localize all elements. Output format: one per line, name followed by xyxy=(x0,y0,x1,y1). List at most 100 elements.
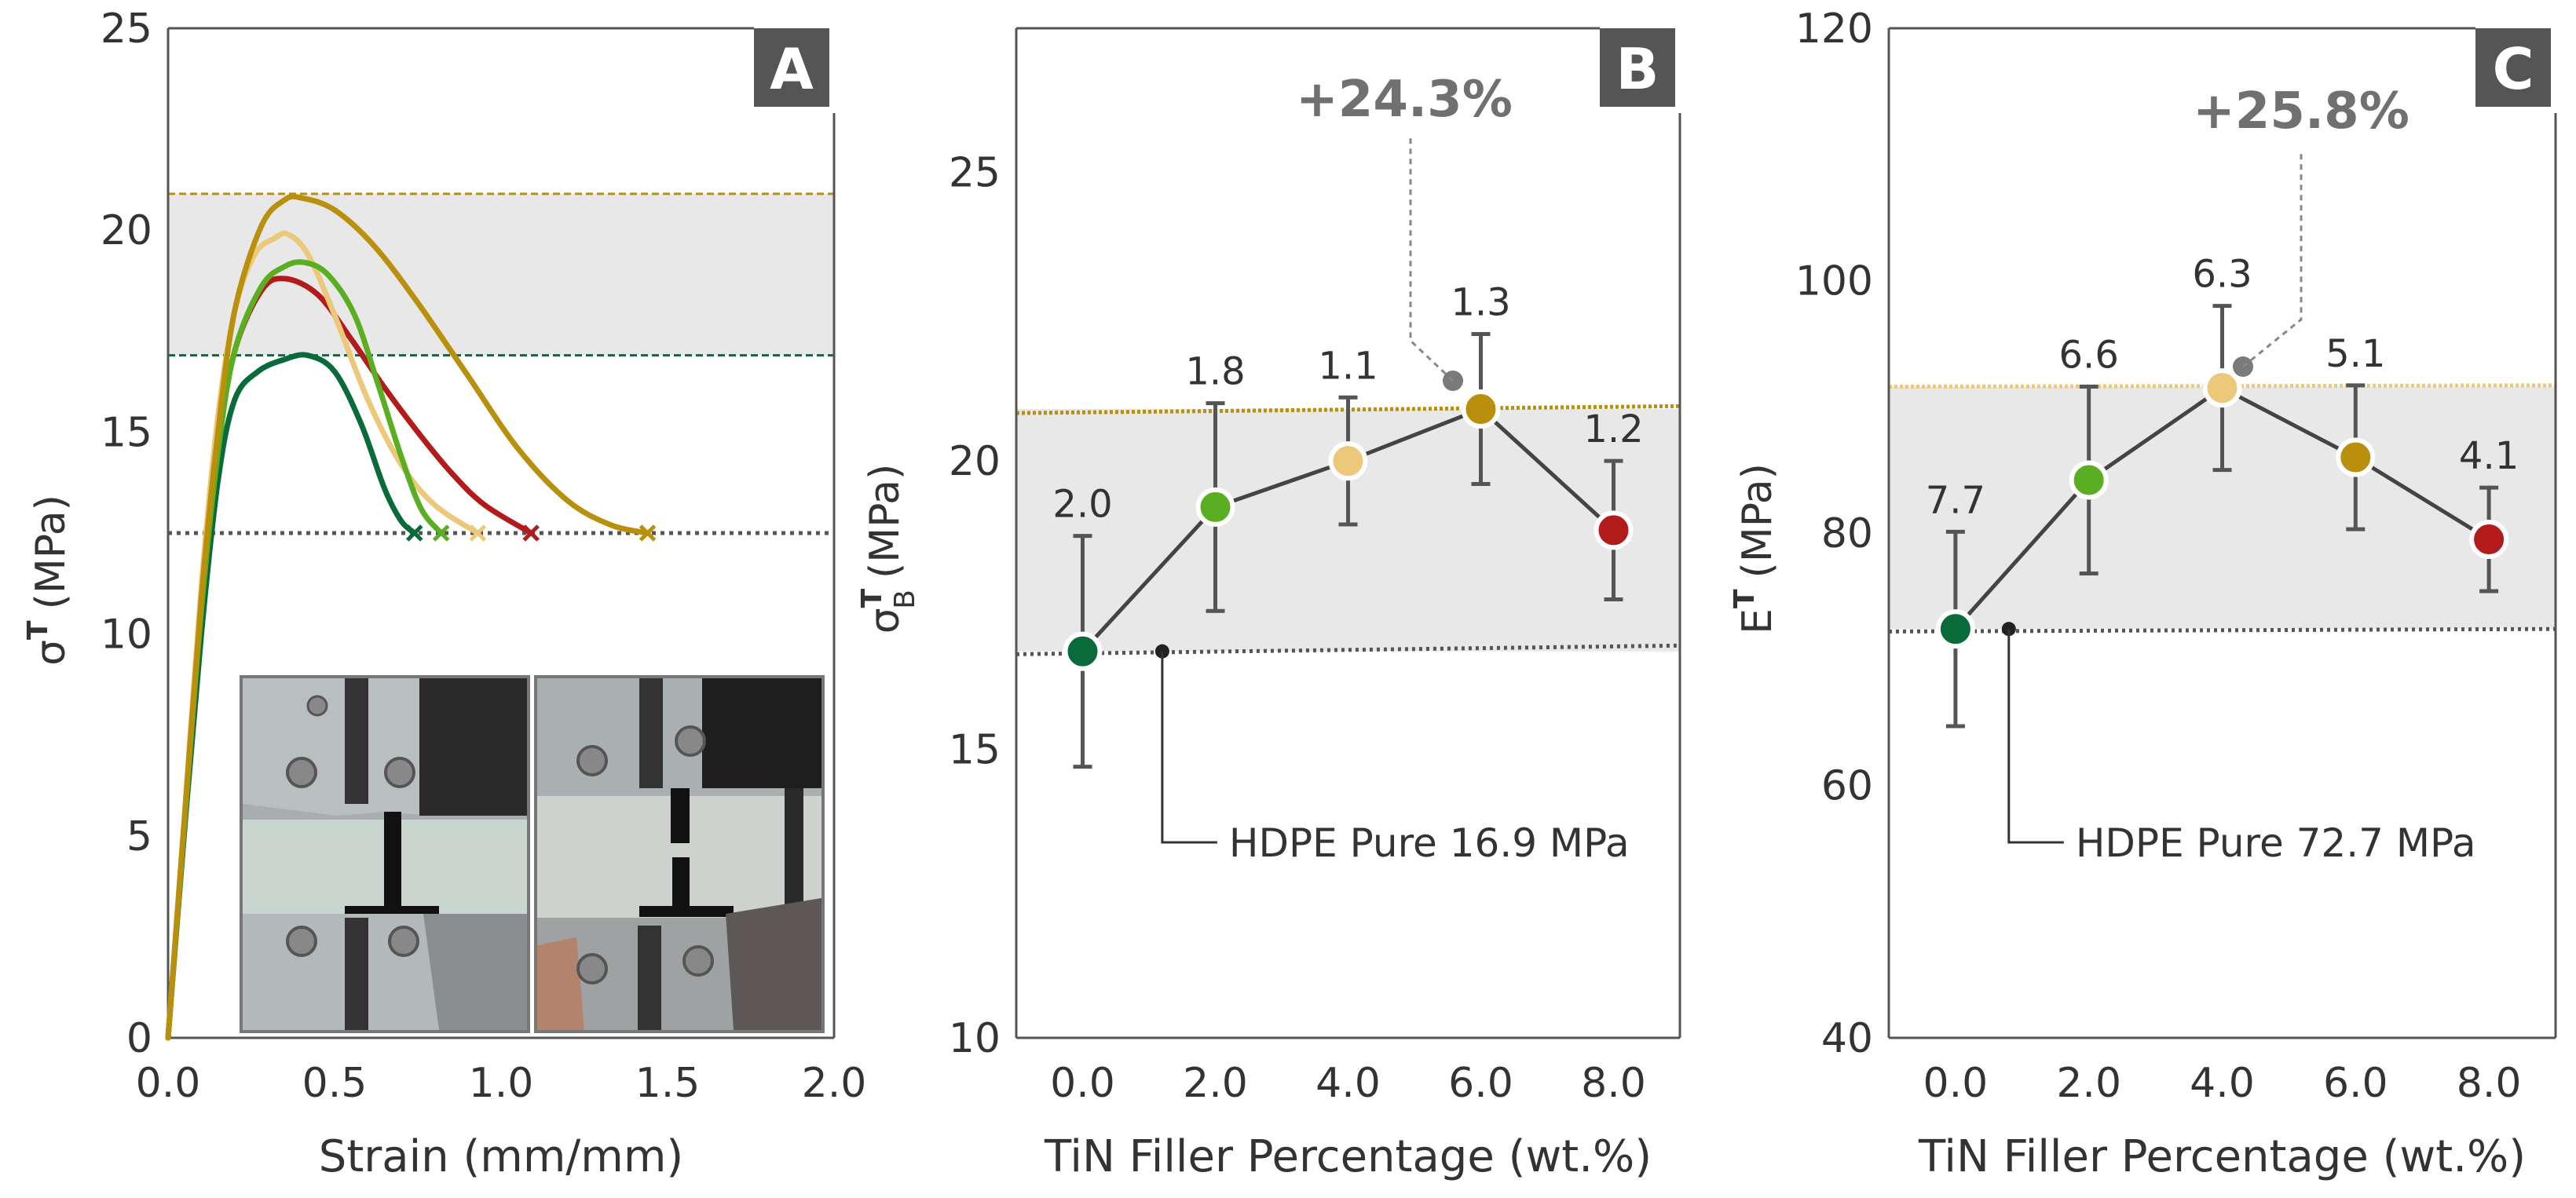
specimen-photo-before xyxy=(240,675,530,1033)
y-label-symbol: σ xyxy=(27,640,75,666)
break-point-marker xyxy=(432,524,450,542)
badge-box xyxy=(754,28,829,107)
y-tick-label: 120 xyxy=(1795,5,1873,53)
y-label-sub: B xyxy=(889,590,921,609)
x-tick-label: 1.5 xyxy=(635,1060,701,1107)
y-label-symbol: σ xyxy=(862,608,909,634)
error-value-label: 1.1 xyxy=(1318,344,1378,388)
y-tick-label: 25 xyxy=(101,5,152,53)
y-label-unit: (MPa) xyxy=(27,495,75,609)
y-label-unit: (MPa) xyxy=(862,464,909,579)
y-tick-label: 20 xyxy=(949,438,1001,485)
y-tick-label: 40 xyxy=(1821,1015,1873,1062)
data-point xyxy=(1594,510,1634,550)
x-tick-label: 2.0 xyxy=(2056,1060,2121,1107)
badge-box xyxy=(1600,28,1675,107)
y-label-sup: T xyxy=(22,620,54,640)
error-value-label: 6.3 xyxy=(2192,253,2252,297)
error-value-label: 1.2 xyxy=(1583,407,1643,451)
x-tick-label: 0.0 xyxy=(1050,1060,1115,1107)
x-axis-label: TiN Filler Percentage (wt.%) xyxy=(1044,1131,1652,1182)
y-tick-label: 10 xyxy=(101,612,152,659)
error-value-label: 7.7 xyxy=(1926,478,1985,522)
x-tick-label: 4.0 xyxy=(1315,1060,1381,1107)
break-x-b xyxy=(432,524,450,542)
y-tick-label: 15 xyxy=(949,727,1001,774)
x-tick-label: 4.0 xyxy=(2190,1060,2255,1107)
y-label-sup: T xyxy=(1729,589,1761,608)
panel-badge-a: A xyxy=(754,28,829,107)
x-tick-label: 6.0 xyxy=(2323,1060,2388,1107)
data-point xyxy=(2202,368,2242,408)
badge-label: C xyxy=(2493,36,2534,102)
error-value-label: 4.1 xyxy=(2459,434,2519,478)
improvement-leader xyxy=(2242,150,2303,368)
badge-box xyxy=(2475,28,2551,107)
x-tick-label: 6.0 xyxy=(1448,1060,1513,1107)
x-tick-label: 8.0 xyxy=(2457,1060,2522,1107)
band-shading xyxy=(168,193,834,356)
y-axis-label: ET (MPa) xyxy=(1729,463,1781,634)
break-point-marker xyxy=(469,524,487,542)
error-value-label: 1.8 xyxy=(1185,350,1245,394)
badge-label: B xyxy=(1616,36,1659,102)
x-tick-label: 2.0 xyxy=(802,1060,867,1107)
data-point xyxy=(2069,460,2109,500)
reference-line-bottom xyxy=(1888,626,2556,634)
break-point-marker xyxy=(522,524,540,542)
x-tick-label: 8.0 xyxy=(1581,1060,1646,1107)
y-label-symbol: E xyxy=(1734,608,1781,634)
y-axis-label: σT (MPa) xyxy=(22,495,75,666)
y-tick-label: 5 xyxy=(126,813,152,860)
y-tick-label: 20 xyxy=(101,207,152,254)
stress-strain-curve xyxy=(165,193,651,1041)
panel-badge-b: B xyxy=(1600,28,1675,107)
improvement-label: +24.3% xyxy=(1296,71,1513,129)
data-point xyxy=(1935,609,1975,649)
x-tick-label: 0.0 xyxy=(1923,1060,1989,1107)
panel-badge-c: C xyxy=(2475,28,2551,107)
x-tick-label: 0.0 xyxy=(136,1060,201,1107)
x-tick-label: 0.5 xyxy=(302,1060,368,1107)
data-point xyxy=(1328,441,1368,481)
y-label-unit: (MPa) xyxy=(1734,463,1781,578)
baseline-note: HDPE Pure 16.9 MPa xyxy=(1229,820,1630,866)
y-tick-label: 100 xyxy=(1795,258,1873,305)
y-axis-label: σTB (MPa) xyxy=(856,464,921,634)
x-tick-label: 1.0 xyxy=(469,1060,534,1107)
improvement-label: +25.8% xyxy=(2193,82,2410,141)
x-axis-label: TiN Filler Percentage (wt.%) xyxy=(1918,1131,2526,1182)
y-tick-label: 15 xyxy=(101,409,152,456)
break-x-b xyxy=(405,524,423,542)
y-axis-label-text: σTB (MPa) xyxy=(856,464,921,634)
y-tick-label: 0 xyxy=(126,1015,152,1062)
y-tick-label: 60 xyxy=(1821,763,1873,810)
data-point xyxy=(1461,389,1501,429)
baseline-leader xyxy=(1161,651,1217,844)
reference-line-bottom xyxy=(1015,643,1681,656)
break-point-marker xyxy=(405,524,423,542)
badge-label: A xyxy=(770,36,814,102)
data-point xyxy=(1063,631,1103,671)
break-x-b xyxy=(469,524,487,542)
specimen-photo-after xyxy=(534,675,825,1033)
error-value-label: 6.6 xyxy=(2059,334,2119,378)
data-point xyxy=(1195,487,1235,527)
error-value-label: 1.3 xyxy=(1451,280,1510,324)
y-axis-label-text: σT (MPa) xyxy=(22,495,75,666)
y-tick-label: 10 xyxy=(949,1015,1001,1062)
baseline-leader xyxy=(2007,629,2064,844)
error-value-label: 2.0 xyxy=(1052,483,1112,527)
break-x-b xyxy=(639,524,657,542)
y-axis-label-text: ET (MPa) xyxy=(1729,463,1781,634)
break-point-marker xyxy=(639,524,657,542)
baseline-note: HDPE Pure 72.7 MPa xyxy=(2076,820,2476,866)
error-value-label: 5.1 xyxy=(2325,332,2385,376)
y-tick-label: 25 xyxy=(949,150,1001,197)
y-label-sup: T xyxy=(856,588,888,608)
x-axis-label: Strain (mm/mm) xyxy=(319,1131,683,1182)
y-tick-label: 80 xyxy=(1821,510,1873,557)
data-point xyxy=(2336,437,2376,477)
data-point xyxy=(2469,520,2509,560)
